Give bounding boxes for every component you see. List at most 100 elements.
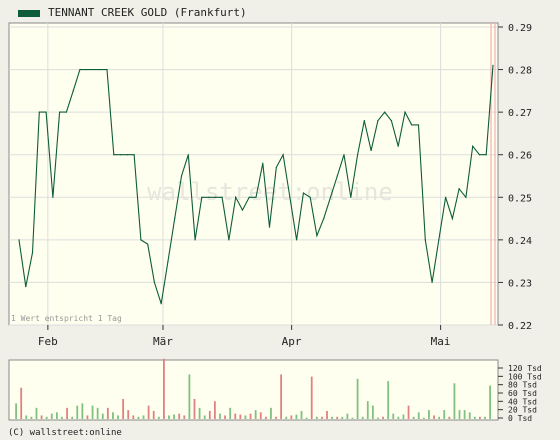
price-point [316,235,318,237]
volume-bar [387,381,390,419]
volume-bar [152,410,155,419]
volume-bar [305,417,308,419]
volume-bar [81,403,84,419]
price-point [282,154,284,156]
volume-bar [30,416,33,419]
price-point [72,90,74,92]
price-point [18,239,20,241]
volume-bar [463,410,466,419]
price-point [59,111,61,113]
volume-bar [285,416,288,419]
volume-bar [356,378,359,419]
volume-y-tick-label: 0 Tsd [508,414,532,423]
volume-bar [168,415,170,419]
volume-bar [163,358,165,419]
price-point [363,120,365,122]
price-point [417,124,420,126]
price-point [255,196,257,198]
volume-bar [71,416,74,419]
price-point [492,64,494,66]
price-point [343,154,345,156]
price-point [384,111,386,113]
volume-bar [295,414,298,419]
volume-bar [229,407,232,419]
volume-y-tick-label: 100 Tsd [508,372,542,381]
y-tick-label: 0.22 [508,321,532,332]
volume-bar [35,407,38,419]
volume-y-tick-label: 60 Tsd [508,389,537,398]
volume-bar [407,405,410,419]
price-point [424,239,426,241]
volume-bar [173,414,175,419]
volume-bar [40,415,43,419]
price-point [397,145,399,147]
watermark: wallstreet:online [147,178,393,206]
volume-bar [331,416,333,419]
price-point [221,196,223,198]
volume-bar [183,415,186,419]
price-point [25,286,27,288]
price-point [194,239,196,241]
price-point [262,162,264,164]
price-point [147,243,149,245]
volume-bar [397,416,400,419]
price-point [86,68,88,71]
price-point [140,239,142,241]
resolution-note: 1 Wert entspricht 1 Tag [11,314,122,323]
price-point [465,196,467,198]
volume-bar [453,383,456,419]
volume-bar [25,415,28,419]
volume-bar [244,415,247,419]
volume-bar [66,407,68,419]
volume-bar [61,416,63,419]
price-point [79,68,81,71]
price-point [38,111,40,113]
x-tick-label: Feb [38,335,58,348]
volume-bar [392,413,395,419]
volume-bar [310,376,313,419]
volume-bar [178,413,181,419]
volume-bar [203,415,206,419]
volume-bar [208,410,211,419]
volume-bar [443,410,446,419]
price-point [275,166,277,169]
price-point [113,154,115,156]
price-point [323,217,325,220]
volume-bar [438,416,441,419]
volume-bar [147,405,150,419]
price-point [472,145,474,147]
volume-bar [351,417,354,419]
price-point [201,196,203,198]
y-tick-label: 0.23 [508,278,532,289]
y-tick-label: 0.26 [508,151,532,162]
x-tick-label: Mai [431,335,451,348]
copyright-text: (C) wallstreet:online [8,428,122,438]
price-point [214,196,216,198]
x-tick-label: Apr [282,335,302,348]
volume-bar [127,410,130,419]
volume-bar [101,413,104,419]
volume-bar [366,401,369,419]
price-plot-area [8,22,499,326]
volume-bar [50,413,53,419]
volume-bar [55,412,58,419]
price-point [309,196,311,198]
volume-bar [417,412,420,419]
price-point [390,120,393,122]
volume-bar [157,416,160,419]
price-point [106,68,108,71]
volume-bar [489,385,491,419]
price-point [31,252,34,254]
volume-bar [20,387,23,419]
y-tick-label: 0.24 [508,236,532,247]
price-point [248,196,250,198]
volume-bar [270,407,272,419]
price-point [485,154,487,156]
price-point [268,226,271,228]
volume-y-tick-label: 20 Tsd [508,406,537,415]
volume-bar [371,405,374,419]
volume-bar [188,374,191,419]
volume-bar [239,414,242,419]
legend-swatch [18,10,40,17]
volume-bar [224,415,226,419]
